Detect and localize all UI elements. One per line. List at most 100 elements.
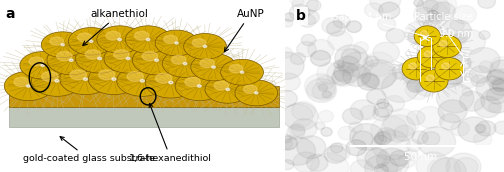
Circle shape [373, 108, 389, 121]
Circle shape [439, 114, 460, 130]
Circle shape [423, 0, 438, 12]
Circle shape [342, 52, 373, 76]
Circle shape [321, 127, 332, 136]
Circle shape [474, 132, 492, 146]
Circle shape [476, 121, 496, 136]
Circle shape [88, 64, 140, 95]
Circle shape [442, 42, 457, 54]
Circle shape [471, 75, 486, 87]
Circle shape [113, 50, 129, 59]
Text: 9.0 nm: 9.0 nm [438, 29, 473, 39]
Circle shape [310, 50, 331, 66]
FancyBboxPatch shape [9, 107, 279, 127]
Circle shape [451, 121, 469, 136]
Circle shape [417, 46, 446, 68]
Circle shape [488, 103, 500, 112]
Circle shape [301, 34, 316, 46]
Circle shape [185, 77, 200, 87]
Circle shape [454, 29, 485, 54]
Circle shape [308, 39, 334, 60]
Circle shape [226, 88, 230, 90]
Circle shape [304, 74, 336, 98]
Circle shape [47, 46, 95, 75]
Circle shape [413, 50, 452, 81]
Circle shape [183, 34, 226, 59]
Circle shape [420, 70, 448, 92]
Circle shape [439, 41, 448, 47]
Circle shape [287, 125, 305, 140]
Circle shape [343, 64, 371, 87]
Circle shape [315, 122, 325, 130]
Circle shape [104, 44, 152, 73]
Circle shape [352, 131, 373, 147]
Circle shape [433, 35, 461, 58]
Circle shape [363, 52, 394, 76]
Circle shape [306, 79, 337, 102]
Circle shape [299, 14, 316, 27]
Circle shape [278, 138, 293, 150]
Circle shape [78, 33, 92, 42]
Circle shape [379, 2, 400, 19]
Circle shape [364, 3, 383, 17]
Circle shape [301, 10, 319, 24]
Circle shape [442, 68, 464, 84]
Circle shape [423, 19, 442, 33]
Circle shape [327, 21, 346, 36]
Circle shape [422, 132, 440, 146]
Circle shape [403, 70, 419, 83]
Circle shape [377, 17, 396, 31]
Circle shape [98, 57, 102, 60]
Text: AuNP: AuNP [224, 9, 265, 52]
Circle shape [280, 137, 316, 165]
Circle shape [365, 149, 390, 168]
Circle shape [405, 21, 434, 45]
Circle shape [402, 58, 430, 80]
Circle shape [41, 32, 84, 58]
Circle shape [369, 0, 401, 12]
Circle shape [327, 61, 359, 87]
Circle shape [312, 82, 335, 100]
Circle shape [424, 51, 432, 57]
Circle shape [277, 91, 297, 107]
Circle shape [451, 55, 471, 71]
Circle shape [374, 164, 389, 172]
Circle shape [14, 77, 29, 87]
Circle shape [89, 40, 93, 42]
Circle shape [386, 28, 405, 43]
Circle shape [112, 78, 116, 80]
Circle shape [479, 61, 493, 72]
Circle shape [322, 18, 342, 34]
Circle shape [414, 26, 440, 46]
Circle shape [365, 155, 398, 172]
Circle shape [117, 65, 168, 96]
Circle shape [343, 108, 363, 124]
FancyBboxPatch shape [9, 86, 279, 107]
Circle shape [350, 160, 373, 172]
Circle shape [155, 59, 159, 61]
Circle shape [290, 53, 305, 64]
Circle shape [155, 73, 172, 83]
Circle shape [430, 60, 465, 88]
Circle shape [306, 0, 321, 11]
Circle shape [125, 26, 171, 53]
Circle shape [29, 57, 44, 66]
Text: 1,6-hexanedithiol: 1,6-hexanedithiol [130, 104, 212, 163]
Text: 50 nm: 50 nm [404, 152, 437, 162]
Circle shape [427, 157, 460, 172]
Circle shape [408, 30, 426, 44]
Circle shape [283, 103, 318, 131]
Circle shape [417, 127, 456, 157]
Circle shape [414, 0, 423, 7]
Text: Particle size:: Particle size: [414, 12, 476, 22]
Circle shape [317, 63, 344, 84]
Circle shape [327, 143, 350, 161]
Circle shape [284, 13, 295, 22]
Circle shape [70, 70, 87, 80]
Circle shape [270, 52, 304, 79]
Circle shape [4, 71, 53, 101]
Circle shape [297, 136, 326, 158]
Circle shape [76, 44, 124, 73]
Circle shape [118, 39, 121, 41]
Circle shape [479, 31, 490, 39]
Circle shape [106, 31, 120, 40]
